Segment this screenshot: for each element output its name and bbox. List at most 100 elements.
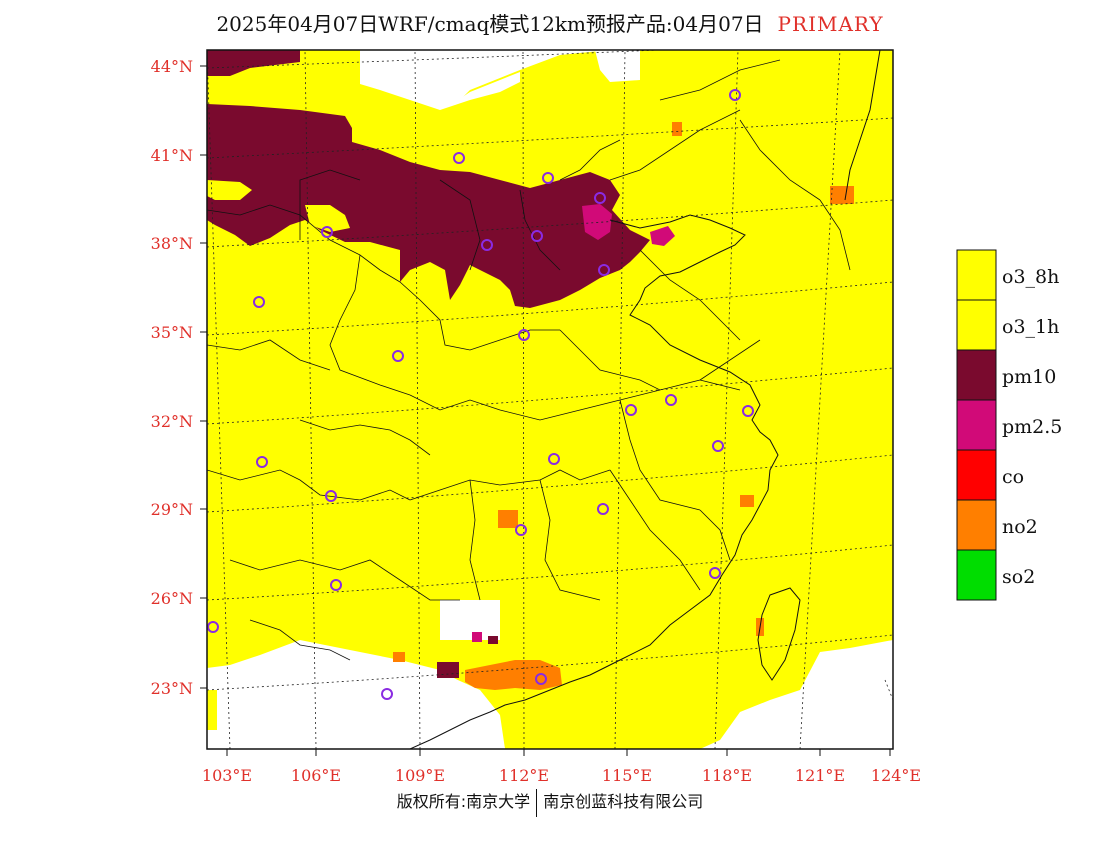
pm10-patch-guangxi (437, 662, 459, 678)
lat-gridlines (207, 50, 893, 691)
legend-label: pm10 (1002, 366, 1056, 388)
legend-item: no2 (956, 499, 1038, 551)
axis-ticks (200, 65, 891, 756)
station-marker (518, 329, 530, 341)
station-marker (535, 673, 547, 685)
legend-item: so2 (956, 549, 1035, 601)
coastline (409, 50, 881, 749)
title-tag: PRIMARY (777, 12, 884, 36)
lat-label: 32°N (151, 412, 193, 431)
map-frame (206, 49, 894, 750)
legend-label: o3_8h (1002, 266, 1059, 288)
pm25-region-beijing (582, 204, 612, 240)
legend-swatch (956, 349, 997, 401)
o3-patch-west (207, 180, 252, 200)
legend-item: o3_1h (956, 299, 1059, 351)
no2-patch-zhejiang (740, 495, 754, 507)
station-marker (594, 192, 606, 204)
copyright-owner: 版权所有:南京大学 (396, 792, 531, 811)
footer-divider (536, 788, 538, 817)
lat-label: 35°N (151, 323, 193, 342)
longitude-labels: 103°E 106°E 109°E 112°E 115°E 118°E 121°… (202, 766, 921, 785)
station-marker (548, 453, 560, 465)
lon-label: 118°E (702, 766, 752, 785)
station-marker (453, 152, 465, 164)
station-marker (325, 490, 337, 502)
lon-label: 115°E (602, 766, 652, 785)
legend-item: o3_8h (956, 249, 1059, 301)
copyright-footer: 版权所有:南京大学 南京创蓝科技有限公司 (300, 788, 800, 817)
legend-label: pm2.5 (1002, 416, 1062, 438)
copyright-company: 南京创蓝科技有限公司 (543, 792, 704, 811)
lat-label: 26°N (151, 589, 193, 608)
pm25-region-bohai (650, 226, 675, 246)
lat-label: 29°N (151, 500, 193, 519)
legend-label: co (1002, 466, 1024, 488)
station-marker (392, 350, 404, 362)
no-data-gap-north (360, 70, 520, 110)
station-marker (729, 89, 741, 101)
lat-label: 38°N (151, 234, 193, 253)
lon-gridlines (207, 50, 893, 749)
station-marker (515, 524, 527, 536)
station-marker (253, 296, 265, 308)
no2-patch-changsha (498, 510, 518, 528)
station-marker (625, 404, 637, 416)
lat-label: 41°N (151, 146, 193, 165)
pm10-region (207, 50, 300, 76)
no2-patch-north (672, 122, 682, 136)
no-data-gap-south (280, 645, 505, 749)
station-marker (597, 503, 609, 515)
station-marker (665, 394, 677, 406)
lat-label: 23°N (151, 679, 193, 698)
station-marker (381, 688, 393, 700)
no2-patch-east (830, 186, 854, 204)
province-boundaries (207, 59, 851, 661)
map-title: 2025年04月07日WRF/cmaq模式12km预报产品:04月07日 PRIM… (0, 8, 1100, 37)
legend-swatch (956, 399, 997, 451)
station-marker (330, 579, 342, 591)
lon-label: 106°E (291, 766, 341, 785)
station-marker (207, 621, 219, 633)
station-marker (481, 239, 493, 251)
o3-patch-ordos (305, 205, 350, 232)
latitude-labels: 44°N 41°N 38°N 35°N 32°N 29°N 26°N 23°N (151, 57, 193, 698)
station-marker (321, 226, 333, 238)
station-marker (256, 456, 268, 468)
no-data-gap-guangxi (440, 600, 500, 640)
legend-swatch (956, 499, 997, 551)
legend-label: no2 (1002, 516, 1038, 538)
station-marker (709, 567, 721, 579)
legend-swatch (956, 549, 997, 601)
no-data-gap-northeast (595, 50, 640, 82)
pm10-region-main (207, 104, 650, 308)
legend-item: co (956, 449, 1024, 501)
title-main: 2025年04月07日WRF/cmaq模式12km预报产品:04月07日 (216, 12, 764, 36)
legend-label: so2 (1002, 566, 1035, 588)
lon-label: 121°E (795, 766, 845, 785)
lon-label: 112°E (499, 766, 549, 785)
station-marker (542, 172, 554, 184)
legend-item: pm10 (956, 349, 1056, 401)
no2-patch-west (393, 652, 405, 662)
pm25-patch-south (472, 632, 482, 642)
lon-label: 109°E (395, 766, 445, 785)
o3-fragment-sw (207, 690, 217, 730)
station-marker (742, 405, 754, 417)
legend-swatch (956, 299, 997, 351)
pm10-patch-south (488, 636, 498, 644)
legend-swatch (956, 449, 997, 501)
legend-item: pm2.5 (956, 399, 1062, 451)
legend-swatch (956, 249, 997, 301)
station-markers (207, 89, 754, 700)
map-plot-area (207, 50, 893, 749)
lat-label: 44°N (151, 57, 193, 76)
station-marker (712, 440, 724, 452)
legend-label: o3_1h (1002, 316, 1059, 338)
legend: o3_8h o3_1h pm10 pm2.5 co no2 so2 (956, 249, 1062, 601)
station-marker (531, 230, 543, 242)
lon-label: 103°E (202, 766, 252, 785)
lon-label: 124°E (871, 766, 921, 785)
station-marker (598, 264, 610, 276)
